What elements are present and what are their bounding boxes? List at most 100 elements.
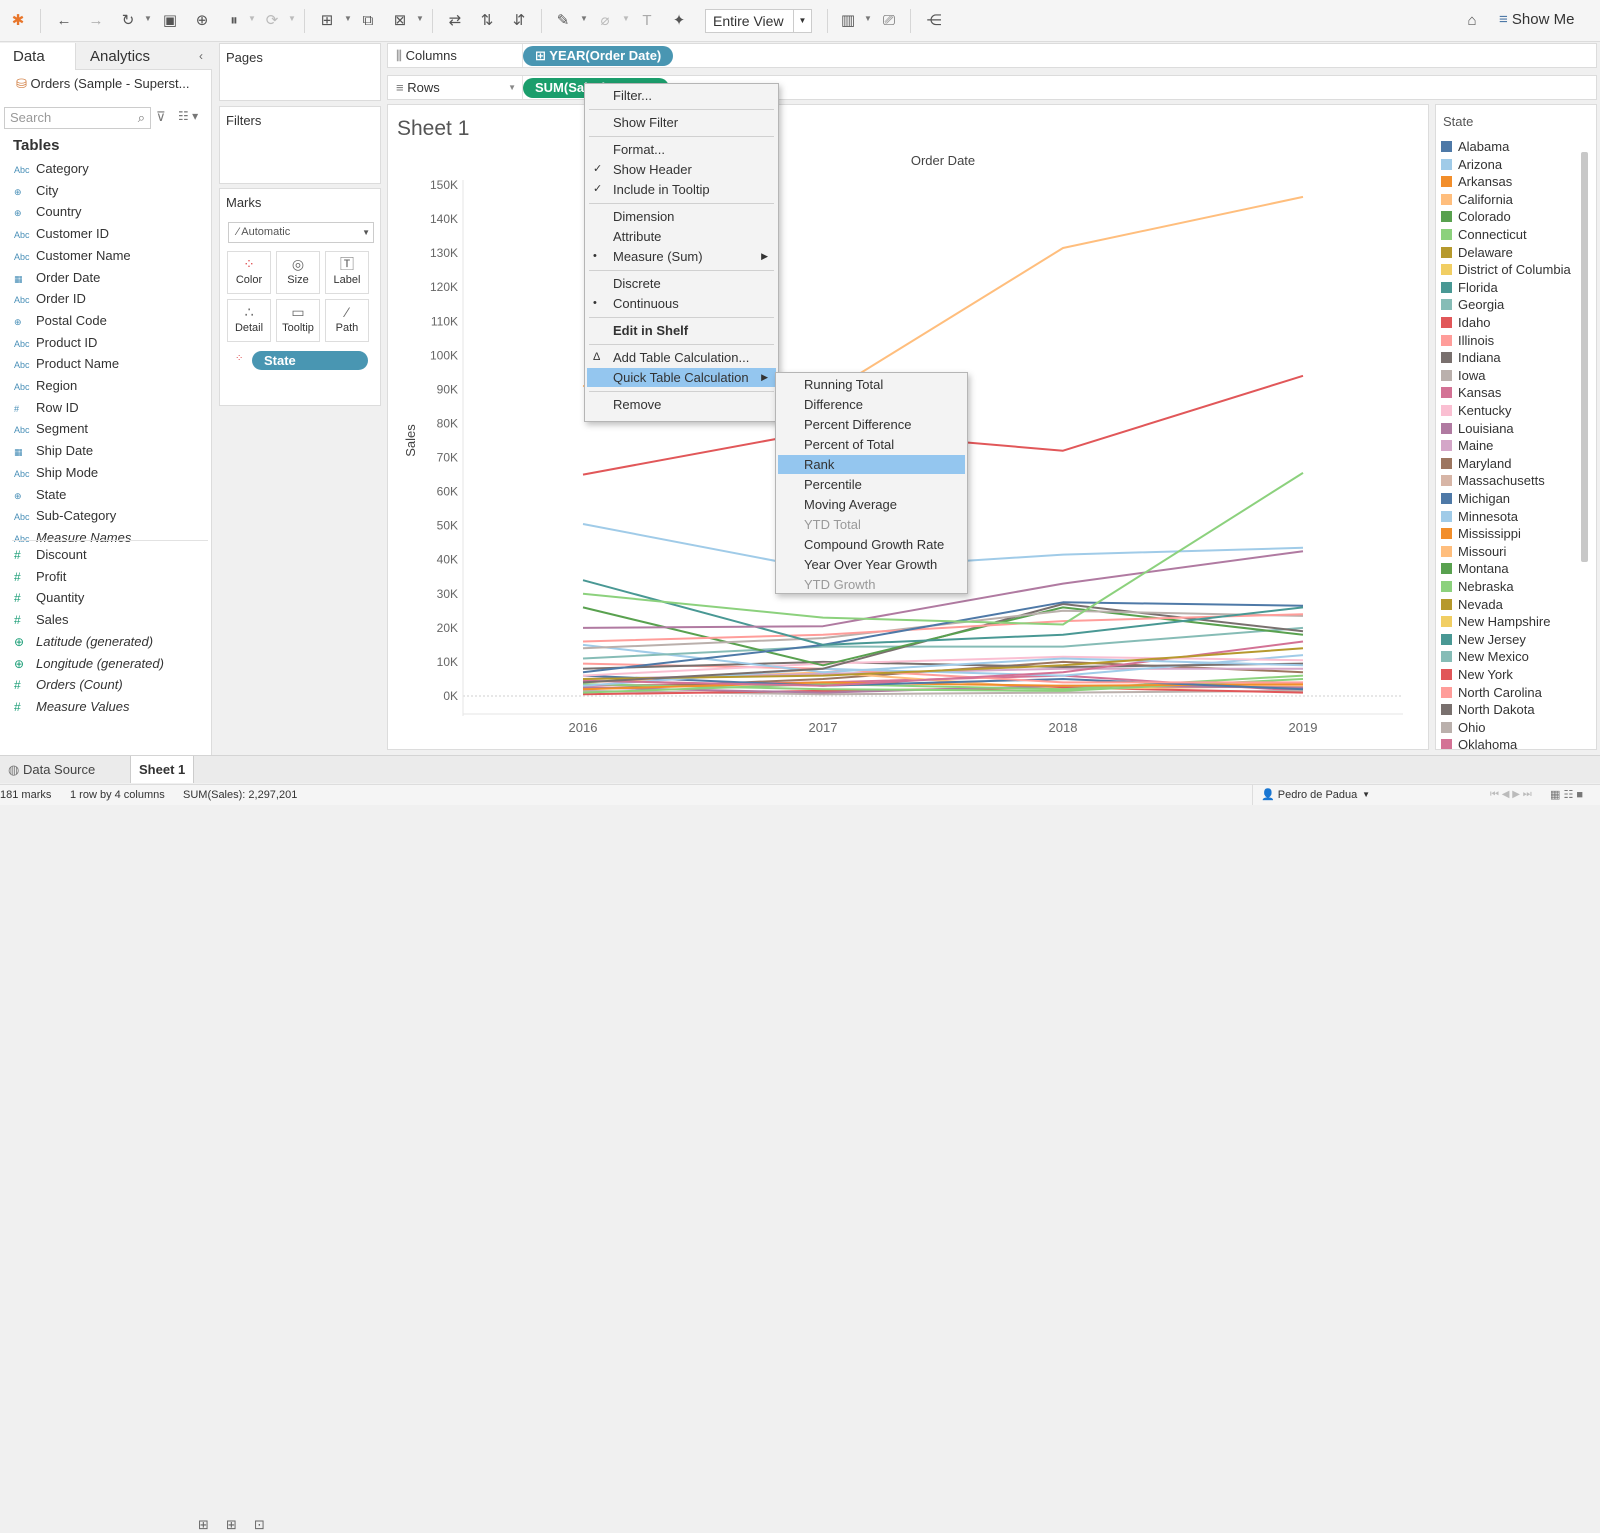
legend-item[interactable]: Idaho — [1441, 314, 1491, 331]
highlight-dropdown-icon[interactable]: ▼ — [580, 14, 588, 23]
tab-sheet-1[interactable]: Sheet 1 — [130, 756, 195, 783]
show-me-button[interactable]: ≡ Show Me — [1499, 11, 1574, 28]
legend-scrollbar[interactable] — [1581, 152, 1588, 562]
legend-item[interactable]: California — [1441, 191, 1513, 208]
legend-item[interactable]: Missouri — [1441, 543, 1506, 560]
submenu-item[interactable]: Compound Growth Rate — [778, 535, 965, 554]
fix-axes-icon[interactable]: ✦ — [672, 12, 686, 29]
legend-item[interactable]: Massachusetts — [1441, 472, 1545, 489]
menu-item[interactable]: ✓ Include in Tooltip — [587, 180, 776, 199]
submenu-item[interactable]: Rank — [778, 455, 965, 474]
pages-card[interactable]: Pages — [219, 43, 381, 101]
size-button[interactable]: ◎ Size — [276, 251, 320, 294]
field-dimension[interactable]: Abc Product ID — [14, 333, 97, 353]
field-dimension[interactable]: Abc Segment — [14, 419, 88, 439]
field-dimension[interactable]: ⊕ Country — [14, 202, 82, 222]
series-line-kentucky[interactable] — [582, 655, 1304, 677]
menu-item[interactable]: ✓ Show Header — [587, 160, 776, 179]
menu-item[interactable]: Discrete — [587, 274, 776, 293]
field-dimension[interactable]: Abc Product Name — [14, 354, 119, 374]
pause-updates-icon[interactable]: ⏸ — [230, 12, 238, 29]
tab-data[interactable]: Data — [0, 43, 75, 70]
submenu-item[interactable]: Percentile — [778, 475, 965, 494]
tab-analytics[interactable]: Analytics — [75, 43, 212, 70]
group-dropdown-icon[interactable]: ▼ — [622, 14, 630, 23]
line-chart[interactable]: Order Date Sales 0K 10K 20K 30K 40K 50K 60K 70K 80… — [388, 105, 1428, 749]
field-dimension[interactable]: # Row ID — [14, 398, 79, 418]
sheet-navigation-icon[interactable]: ⏮ ◀ ▶ ⏭ — [1490, 789, 1532, 800]
new-worksheet-icon[interactable]: ⊞ — [320, 12, 334, 29]
legend-item[interactable]: Delaware — [1441, 244, 1513, 261]
save-icon[interactable]: ▣ — [162, 12, 178, 29]
label-button[interactable]: 🅃 Label — [325, 251, 369, 294]
redo-icon[interactable]: → — [88, 12, 104, 29]
legend-item[interactable]: Montana — [1441, 560, 1509, 577]
series-line-florida[interactable] — [582, 579, 1304, 646]
undo-icon[interactable]: ← — [56, 12, 72, 29]
series-line-alabama[interactable] — [582, 674, 1304, 691]
submenu-item[interactable]: Moving Average — [778, 495, 965, 514]
submenu-item[interactable]: Percent Difference — [778, 415, 965, 434]
menu-item[interactable]: Attribute — [587, 227, 776, 246]
legend-item[interactable]: Iowa — [1441, 367, 1485, 384]
columns-pill[interactable]: ⊞ YEAR(Order Date) — [523, 46, 674, 66]
detail-button[interactable]: ∴ Detail — [227, 299, 271, 342]
submenu-item[interactable]: Difference — [778, 395, 965, 414]
field-dimension[interactable]: Abc Ship Mode — [14, 463, 98, 483]
legend-item[interactable]: New York — [1441, 666, 1513, 683]
legend-item[interactable]: Maine — [1441, 437, 1493, 454]
legend-item[interactable]: New Jersey — [1441, 631, 1526, 648]
new-worksheet-dropdown-icon[interactable]: ▼ — [344, 14, 352, 23]
replay-icon[interactable]: ↻ — [121, 12, 135, 29]
replay-dropdown-icon[interactable]: ▼ — [144, 14, 152, 23]
view-options-icon[interactable]: ☷ ▾ — [178, 109, 199, 123]
menu-item[interactable]: • Continuous — [587, 294, 776, 313]
field-dimension[interactable]: Abc Region — [14, 376, 77, 396]
legend-item[interactable]: North Dakota — [1441, 701, 1535, 718]
legend-item[interactable]: Nebraska — [1441, 578, 1514, 595]
new-worksheet-icon[interactable]: ⊞ — [198, 1517, 209, 1532]
legend-item[interactable]: Oklahoma — [1441, 736, 1517, 749]
field-measure[interactable]: # Discount — [14, 545, 87, 565]
path-button[interactable]: ⁄ Path — [325, 299, 369, 342]
legend-item[interactable]: North Carolina — [1441, 684, 1542, 701]
legend-item[interactable]: Florida — [1441, 279, 1498, 296]
field-dimension[interactable]: Abc Customer ID — [14, 224, 109, 244]
swap-rows-columns-icon[interactable]: ⇄ — [448, 12, 462, 29]
legend-item[interactable]: Arkansas — [1441, 173, 1512, 190]
legend-item[interactable]: Indiana — [1441, 349, 1501, 366]
show-cards-icon[interactable]: ▥ — [840, 12, 856, 29]
series-line-illinois[interactable] — [582, 613, 1304, 643]
legend-item[interactable]: Alabama — [1441, 138, 1509, 155]
series-line-michigan[interactable] — [582, 601, 1304, 674]
data-source-tab[interactable]: ◍ Data Source — [0, 756, 103, 783]
paint-format-icon[interactable]: ⌂ — [1467, 12, 1477, 29]
menu-item[interactable]: Remove — [587, 395, 776, 414]
highlight-icon[interactable]: ✎ — [556, 12, 570, 29]
search-input[interactable]: Search ⌕ — [4, 107, 151, 129]
share-icon[interactable]: ⋲ — [926, 12, 942, 29]
legend-item[interactable]: Michigan — [1441, 490, 1510, 507]
field-dimension[interactable]: Abc Category — [14, 159, 89, 179]
legend-item[interactable]: Ohio — [1441, 719, 1485, 736]
presentation-mode-icon[interactable]: ⎚ — [882, 12, 895, 29]
field-dimension[interactable]: Abc Measure Names — [14, 528, 131, 548]
menu-item[interactable]: • Measure (Sum) ▶ — [587, 247, 776, 266]
columns-shelf[interactable]: ⫼ Columns ⊞ YEAR(Order Date) — [387, 43, 1597, 68]
field-dimension[interactable]: Abc Customer Name — [14, 246, 131, 266]
field-measure[interactable]: # Orders (Count) — [14, 675, 123, 695]
show-cards-dropdown-icon[interactable]: ▼ — [864, 14, 872, 23]
field-dimension[interactable]: Abc Order ID — [14, 289, 86, 309]
pause-dropdown-icon[interactable]: ▼ — [248, 14, 256, 23]
series-line-delaware[interactable] — [582, 647, 1304, 680]
tableau-logo-icon[interactable]: ✱ — [11, 12, 25, 29]
legend-item[interactable]: New Hampshire — [1441, 613, 1550, 630]
legend-item[interactable]: Nevada — [1441, 596, 1503, 613]
legend-item[interactable]: Kentucky — [1441, 402, 1511, 419]
menu-item[interactable]: Format... — [587, 140, 776, 159]
new-dashboard-icon[interactable]: ⊞ — [226, 1517, 237, 1532]
sort-descending-icon[interactable]: ⇵ — [512, 12, 526, 29]
menu-item[interactable]: Filter... — [587, 86, 776, 105]
color-button[interactable]: ⁘ Color — [227, 251, 271, 294]
legend-item[interactable]: Maryland — [1441, 455, 1511, 472]
